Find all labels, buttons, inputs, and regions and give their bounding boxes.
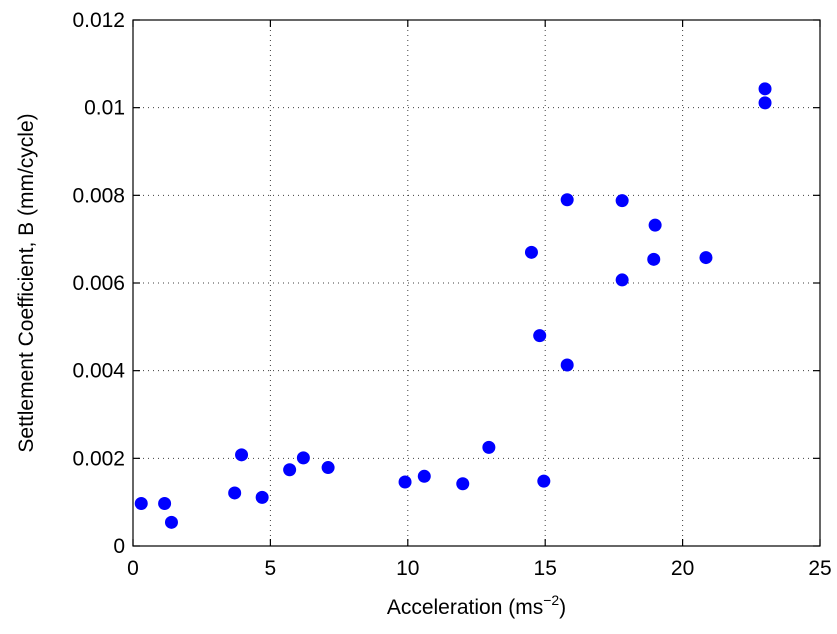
y-tick-label: 0.008 <box>72 184 125 207</box>
data-point <box>699 251 713 265</box>
y-tick-label: 0 <box>113 535 125 558</box>
data-point <box>398 475 412 489</box>
data-point <box>158 496 172 510</box>
x-tick-label: 0 <box>127 557 139 580</box>
data-point <box>560 193 574 207</box>
data-point <box>647 252 661 266</box>
data-point <box>524 245 538 259</box>
y-tick-label: 0.01 <box>84 97 125 120</box>
data-point <box>456 477 470 491</box>
x-axis-title-superscript: −2 <box>543 592 559 608</box>
data-point <box>533 329 547 343</box>
x-tick-label: 25 <box>808 557 831 580</box>
data-point <box>615 273 629 287</box>
data-point <box>296 451 310 465</box>
x-axis-title-suffix: ) <box>559 596 566 619</box>
data-point <box>537 474 551 488</box>
y-axis-title: Settlement Coefficient, B (mm/cycle) <box>15 113 38 452</box>
tick-layer: 0 5 10 15 20 25 0 0.002 0.004 0.006 0.008 0.01 0.012 <box>72 9 831 580</box>
x-axis-title-main: Acceleration (ms <box>387 596 543 619</box>
data-point <box>482 440 496 454</box>
data-point <box>321 461 335 475</box>
y-tick-label: 0.006 <box>72 272 125 295</box>
x-tick-label: 10 <box>396 557 419 580</box>
data-point <box>255 490 269 504</box>
y-tick-label: 0.004 <box>72 360 125 383</box>
data-point <box>134 496 148 510</box>
grid-layer <box>133 20 820 546</box>
data-point <box>235 448 249 462</box>
x-axis-title: Acceleration (ms−2) <box>387 592 566 619</box>
data-point <box>164 515 178 529</box>
plot-frame <box>132 19 821 547</box>
data-point <box>417 469 431 483</box>
y-tick-label: 0.002 <box>72 447 125 470</box>
x-tick-label: 15 <box>534 557 557 580</box>
data-point <box>228 486 242 500</box>
data-point <box>758 96 772 110</box>
data-point <box>283 463 297 477</box>
data-point <box>758 82 772 96</box>
data-point <box>560 358 574 372</box>
data-point <box>615 194 629 208</box>
x-tick-label: 20 <box>671 557 694 580</box>
data-point <box>648 218 662 232</box>
y-tick-label: 0.012 <box>72 9 125 32</box>
data-points <box>134 82 772 529</box>
x-tick-label: 5 <box>265 557 277 580</box>
